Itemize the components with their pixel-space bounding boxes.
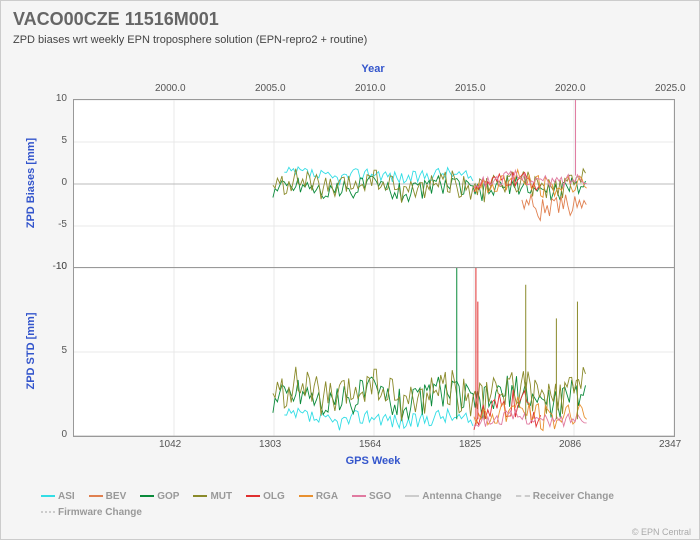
legend-label: ASI xyxy=(58,491,75,502)
legend-item: OLG xyxy=(246,489,285,505)
top-axis-label: Year xyxy=(73,63,673,75)
legend-swatch xyxy=(41,511,55,513)
bottom-axis-label: GPS Week xyxy=(73,455,673,467)
legend-swatch xyxy=(516,495,530,497)
legend-item: ASI xyxy=(41,489,75,505)
chart-container: VACO00CZE 11516M001 ZPD biases wrt weekl… xyxy=(0,0,700,540)
legend-swatch xyxy=(352,495,366,497)
bottom-tick: 2086 xyxy=(559,439,581,450)
legend-label: SGO xyxy=(369,491,391,502)
y-tick: 5 xyxy=(61,345,67,356)
legend-swatch xyxy=(299,495,313,497)
legend-item: Antenna Change xyxy=(405,489,501,505)
top-tick: 2020.0 xyxy=(555,83,586,94)
y-tick: 10 xyxy=(56,93,67,104)
legend-item: MUT xyxy=(193,489,232,505)
top-tick: 2000.0 xyxy=(155,83,186,94)
legend-swatch xyxy=(405,495,419,497)
legend-label: Antenna Change xyxy=(422,491,501,502)
legend-item: RGA xyxy=(299,489,338,505)
legend-swatch xyxy=(140,495,154,497)
bottom-tick: 1303 xyxy=(259,439,281,450)
y-tick: 10 xyxy=(56,261,67,272)
y-tick: 5 xyxy=(61,135,67,146)
legend-label: GOP xyxy=(157,491,179,502)
top-tick: 2025.0 xyxy=(655,83,686,94)
legend-label: Receiver Change xyxy=(533,491,614,502)
legend-label: RGA xyxy=(316,491,338,502)
top-tick: 2015.0 xyxy=(455,83,486,94)
legend: ASI BEV GOP MUT OLG RGA SGO Antenna Change Recei… xyxy=(41,489,679,521)
legend-swatch xyxy=(193,495,207,497)
bottom-tick: 1564 xyxy=(359,439,381,450)
title-area: VACO00CZE 11516M001 ZPD biases wrt weekl… xyxy=(1,1,699,50)
bottom-tick: 2347 xyxy=(659,439,681,450)
chart-title: VACO00CZE 11516M001 xyxy=(13,9,687,30)
credit: © EPN Central xyxy=(632,527,691,537)
ylabel-biases: ZPD Biases [mm] xyxy=(25,123,37,243)
legend-item: SGO xyxy=(352,489,391,505)
legend-label: MUT xyxy=(210,491,232,502)
legend-item: Firmware Change xyxy=(41,505,142,521)
chart-subtitle: ZPD biases wrt weekly EPN troposphere so… xyxy=(13,34,687,46)
legend-item: GOP xyxy=(140,489,179,505)
legend-swatch xyxy=(246,495,260,497)
plot-biases xyxy=(73,99,675,269)
legend-swatch xyxy=(41,495,55,497)
legend-item: Receiver Change xyxy=(516,489,614,505)
ylabel-std: ZPD STD [mm] xyxy=(25,291,37,411)
legend-swatch xyxy=(89,495,103,497)
y-tick: 0 xyxy=(61,177,67,188)
top-tick: 2010.0 xyxy=(355,83,386,94)
plot-std xyxy=(73,267,675,437)
legend-label: Firmware Change xyxy=(58,507,142,518)
bottom-tick: 1042 xyxy=(159,439,181,450)
legend-item: BEV xyxy=(89,489,127,505)
legend-label: BEV xyxy=(106,491,127,502)
top-tick: 2005.0 xyxy=(255,83,286,94)
bottom-tick: 1825 xyxy=(459,439,481,450)
legend-label: OLG xyxy=(263,491,285,502)
y-tick: -5 xyxy=(58,219,67,230)
y-tick: 0 xyxy=(61,429,67,440)
